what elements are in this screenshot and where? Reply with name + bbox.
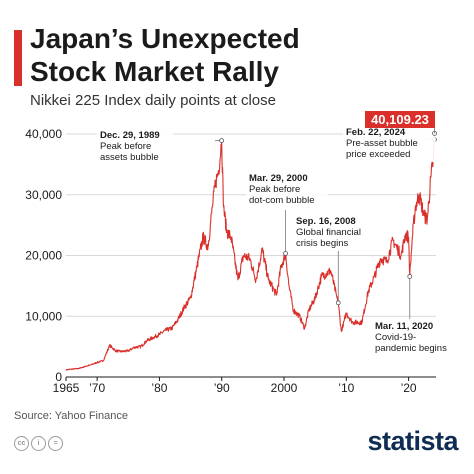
chart-title-line-2: Stock Market Rally — [30, 56, 279, 87]
y-tick-label: 40,000 — [25, 127, 62, 141]
cc-icon: cc — [14, 436, 29, 451]
annotation-text: Pre-asset bubble — [346, 138, 418, 149]
x-tick-label: ’80 — [151, 381, 167, 395]
annotation-text: Covid-19- — [375, 332, 416, 343]
title-accent-bar — [14, 30, 22, 86]
annotation-dot — [283, 251, 288, 256]
y-tick-label: 0 — [55, 370, 62, 384]
y-tick-label: 30,000 — [25, 188, 62, 202]
source-note: Source: Yahoo Finance — [14, 410, 128, 422]
annotation-date: Mar. 11, 2020 — [375, 321, 433, 332]
no-derivatives-icon: = — [48, 436, 63, 451]
annotation-box — [372, 319, 459, 356]
annotation-text: Peak before — [249, 184, 300, 195]
chart-title-line-1: Japan’s Unexpected — [30, 23, 300, 54]
annotation-dot — [335, 300, 341, 306]
annotation-box — [343, 125, 436, 162]
annotation-text: crisis begins — [296, 238, 349, 249]
x-tick-label: ’90 — [214, 381, 230, 395]
y-tick-label: 10,000 — [25, 309, 62, 323]
attribution-icon: i — [31, 436, 46, 451]
annotation-dot — [407, 274, 413, 279]
license-icons[interactable]: cc i = — [14, 436, 63, 451]
annotation-text: pandemic begins — [375, 343, 447, 354]
annotation-text: assets bubble — [100, 152, 159, 163]
x-tick-label: ’20 — [401, 381, 417, 395]
chart-title: Japan’s Unexpected Stock Market Rally — [30, 22, 450, 88]
annotation-date: Mar. 29, 2000 — [249, 173, 308, 184]
nikkei-line-chart: 0 10,000 20,000 30,000 40,000 1965 ’70 ’80 ’90 20… — [25, 111, 459, 395]
annotation-text: Global financial — [296, 227, 361, 238]
annotation-text: dot-com bubble — [249, 195, 314, 206]
annotation-text: price exceeded — [346, 149, 410, 160]
annotation: Mar. 4, 2024First closing >40,00040,109.… — [365, 111, 437, 136]
value-label-box — [365, 111, 435, 128]
y-tick-label: 20,000 — [25, 249, 62, 263]
annotation-date: Feb. 22, 2024 — [346, 127, 406, 138]
annotation-dot — [219, 138, 225, 144]
series-line-nikkei-225 — [65, 133, 436, 371]
x-tick-label: ’10 — [338, 381, 354, 395]
annotation-text: Peak before — [100, 141, 151, 152]
x-tick-label: 2000 — [271, 381, 298, 395]
value-label: 40,109.23 — [371, 112, 429, 127]
annotation-box — [293, 214, 386, 251]
x-tick-label: ’70 — [89, 381, 105, 395]
axis-layer: 0 10,000 20,000 30,000 40,000 1965 ’70 ’80 ’90 20… — [25, 127, 436, 395]
annotation-box — [246, 171, 328, 208]
annotation-date: Sep. 16, 2008 — [296, 216, 356, 227]
annotation-date: Dec. 29, 1989 — [100, 130, 160, 141]
x-tick-label: 1965 — [53, 381, 80, 395]
chart-subtitle: Nikkei 225 Index daily points at close — [30, 92, 276, 109]
annotation-box — [97, 128, 174, 165]
statista-logo[interactable]: statista — [367, 426, 458, 456]
